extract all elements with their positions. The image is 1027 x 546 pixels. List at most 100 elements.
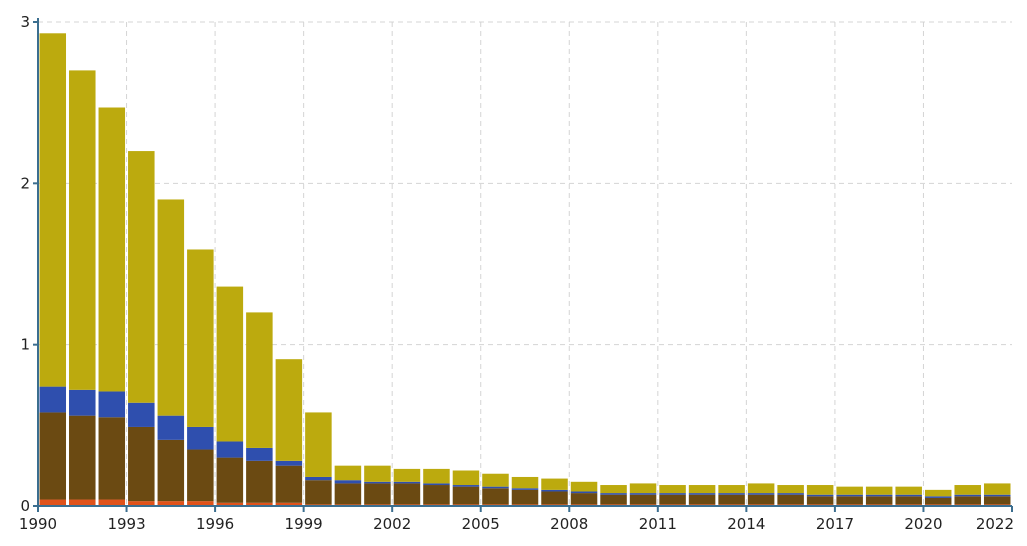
bar-stack-2001 [364,465,391,506]
bar-segment-2 [836,494,863,497]
bar-segment-2 [629,493,657,495]
bar-segment-2 [777,493,804,495]
bar-stack-2015 [777,485,804,506]
bar-segment-2 [275,460,303,466]
bar-segment-2 [98,391,126,418]
bar-segment-1 [570,493,598,505]
bar-segment-2 [364,481,391,484]
bar-segment-3 [364,465,391,482]
bar-segment-1 [659,494,686,505]
bar-segment-3 [482,473,509,487]
bar-stack-2010 [629,483,657,506]
bar-segment-1 [364,483,391,505]
bar-segment-3 [275,359,303,461]
bar-segment-1 [275,465,303,503]
x-tick-label: 2020 [904,515,942,533]
bar-segment-3 [216,286,244,442]
bar-stack-2014 [747,483,775,506]
bar-stack-2022 [983,483,1011,506]
bar-stack-1994 [157,199,185,506]
bar-segment-1 [924,497,952,505]
bar-stack-1998 [275,359,303,506]
bar-segment-1 [334,483,362,505]
y-tick-label: 0 [20,497,30,515]
bar-segment-2 [895,494,922,497]
bar-segment-3 [954,485,981,495]
bar-stack-2000 [334,465,362,506]
bar-stack-1999 [305,412,332,506]
bar-segment-2 [187,426,214,450]
bar-segment-3 [187,249,214,427]
bar-segment-2 [393,481,421,484]
bar-stack-2004 [452,470,480,506]
bar-segment-0 [246,502,273,506]
bar-stack-2021 [954,485,981,506]
bar-stack-2002 [393,468,421,506]
x-tick-label: 1990 [19,515,57,533]
bar-segment-2 [423,483,450,486]
bar-segment-3 [688,485,716,494]
bar-segment-1 [511,489,539,505]
x-tick-label: 2008 [550,515,588,533]
bar-segment-3 [983,483,1011,495]
bar-segment-1 [688,494,716,505]
bar-segment-3 [629,483,657,494]
bar-segment-3 [69,70,96,390]
bar-stack-2005 [482,473,509,506]
bar-segment-0 [39,499,67,506]
bar-stack-2011 [659,485,686,506]
bar-segment-3 [806,485,834,495]
x-tick-label: 2011 [639,515,677,533]
bar-stack-1995 [187,249,214,506]
bar-segment-1 [777,494,804,505]
bar-segment-3 [246,312,273,448]
bar-segment-2 [718,493,745,495]
bar-segment-2 [570,491,598,494]
bar-segment-1 [69,415,96,500]
bar-stack-2018 [865,486,893,506]
bar-segment-1 [954,496,981,505]
bar-segment-1 [128,426,155,502]
bar-segment-3 [541,478,568,490]
bar-segment-2 [39,386,67,413]
x-tick-label: 2014 [727,515,765,533]
bar-segment-1 [806,496,834,505]
bar-segment-3 [452,470,480,486]
bar-stack-2009 [600,485,627,506]
bar-segment-3 [836,486,863,495]
bar-stack-2017 [836,486,863,506]
bar-segment-2 [806,494,834,497]
bar-segment-2 [334,480,362,484]
x-tick-label: 2017 [816,515,854,533]
bar-segment-1 [865,496,893,505]
bar-segment-2 [983,494,1011,497]
bar-segment-0 [187,501,214,506]
x-tick-label: 2005 [462,515,500,533]
x-tick-label: 2002 [373,515,411,533]
bar-segment-0 [216,502,244,506]
bar-segment-1 [747,494,775,505]
bar-segment-2 [69,389,96,416]
bar-segment-3 [570,481,598,492]
bar-segment-2 [452,485,480,487]
bar-segment-2 [511,488,539,490]
bar-segment-3 [747,483,775,494]
bar-segment-3 [924,489,952,497]
bar-segment-2 [305,476,332,481]
bar-segment-1 [187,449,214,502]
bar-segment-1 [246,460,273,503]
bar-segment-1 [39,412,67,500]
bar-stack-2006 [511,476,539,506]
bar-segment-1 [600,494,627,505]
x-tick-label: 1993 [107,515,145,533]
bar-segment-2 [924,496,952,498]
bar-stack-2013 [718,485,745,506]
bar-segment-3 [423,468,450,484]
bar-stack-1992 [98,107,126,506]
bar-stack-1991 [69,70,96,506]
bar-segment-2 [482,486,509,489]
axes: 0 1 2 3 1990 1993 1996 1999 2002 2005 2008 2011 2014… [19,13,1014,533]
bar-segment-2 [747,493,775,495]
bar-segment-1 [305,480,332,505]
bar-stack-2019 [895,486,922,506]
